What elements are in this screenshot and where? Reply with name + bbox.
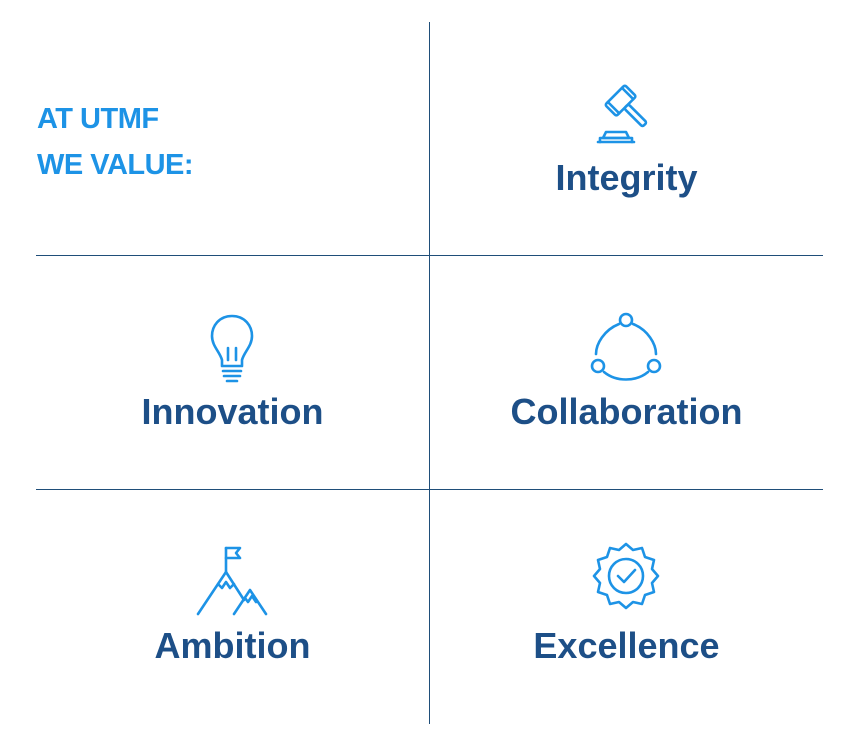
intro-heading: AT UTMF WE VALUE: [37,96,194,188]
value-cell-collaboration: Collaboration [430,256,823,489]
value-cell-excellence: Excellence [430,490,823,724]
value-label-collaboration: Collaboration [510,391,743,432]
value-cell-integrity: Integrity [430,22,823,255]
intro-line-2: WE VALUE: [37,149,194,181]
gavel-icon [586,72,666,152]
value-label-innovation: Innovation [141,391,324,432]
value-cell-ambition: Ambition [36,490,429,724]
value-label-integrity: Integrity [555,157,698,198]
badge-check-icon [586,538,666,618]
value-cell-innovation: Innovation [36,256,429,489]
value-label-ambition: Ambition [154,625,311,666]
vertical-divider [429,22,430,724]
mountain-flag-icon [192,542,272,622]
lightbulb-icon [192,310,272,390]
value-label-excellence: Excellence [533,625,720,666]
horizontal-divider-top [36,255,823,256]
intro-line-1: AT UTMF [37,103,159,135]
horizontal-divider-bottom [36,489,823,490]
cycle-nodes-icon [586,308,666,388]
